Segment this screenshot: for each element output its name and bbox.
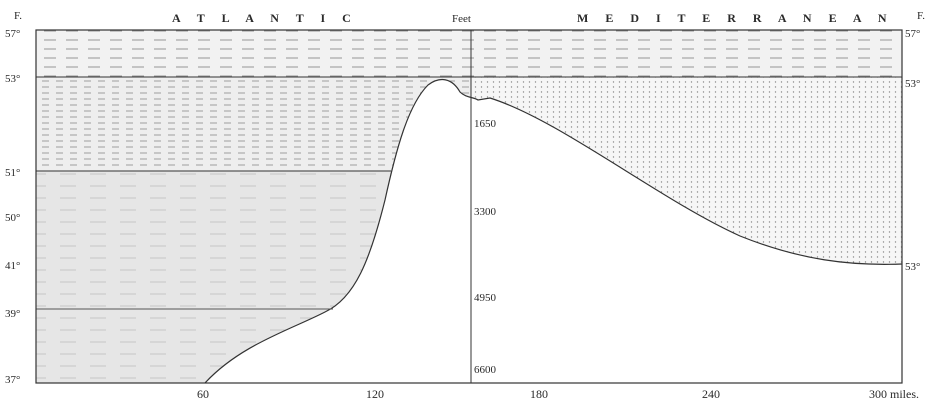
left-temp-label: 53° <box>5 73 20 85</box>
left-temp-label: 39° <box>5 308 20 320</box>
sea-bed <box>205 79 902 384</box>
diagram-frame <box>35 29 903 384</box>
distance-label: 300 miles. <box>869 387 919 401</box>
distance-label: 240 <box>702 387 720 401</box>
right-temp-label: 53° <box>905 78 920 90</box>
depth-label: 6600 <box>474 364 497 376</box>
sea-bed-profile <box>204 78 903 384</box>
left-temp-label: 57° <box>5 28 20 40</box>
distance-label: 120 <box>366 387 384 401</box>
left-temp-label: 51° <box>5 167 20 179</box>
mediterranean-title: M E D I T E R R A N E A N <box>577 11 894 25</box>
distance-label: 60 <box>197 387 209 401</box>
depth-label: 3300 <box>474 206 497 218</box>
left-temp-label: 37° <box>5 374 20 386</box>
surface-layer-hatching <box>36 30 902 77</box>
depth-label: 4950 <box>474 292 497 304</box>
left-unit-label: F. <box>14 10 22 22</box>
atlantic-title: A T L A N T I C <box>172 11 358 25</box>
left-temp-label: 50° <box>5 212 20 224</box>
distance-label: 180 <box>530 387 548 401</box>
depth-label: 1650 <box>474 118 497 130</box>
left-temp-label: 41° <box>5 260 20 272</box>
right-temp-label: 53° <box>905 261 920 273</box>
right-temp-label: 57° <box>905 28 920 40</box>
right-unit-label: F. <box>917 10 925 22</box>
feet-title: Feet <box>452 13 471 25</box>
